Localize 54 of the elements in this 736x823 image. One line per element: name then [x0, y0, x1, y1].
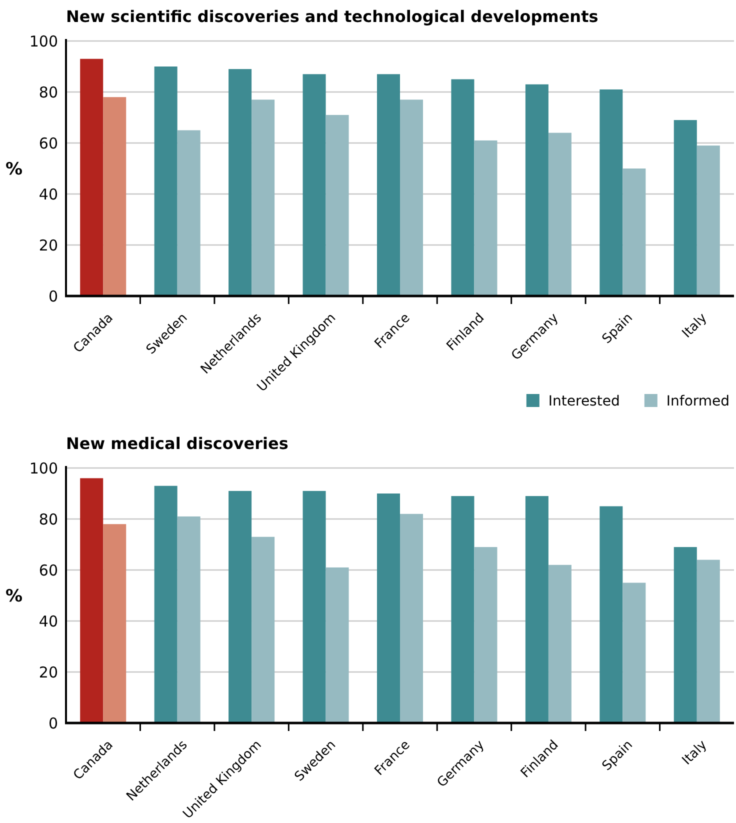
y-tick-label: 60: [38, 134, 58, 152]
y-tick-label: 100: [29, 32, 58, 50]
bar: [548, 132, 572, 296]
bar: [674, 547, 697, 723]
bar: [252, 536, 275, 723]
bar: [525, 496, 548, 723]
y-tick-label: 100: [29, 459, 58, 478]
bar: [622, 168, 646, 296]
y-tick-label: 80: [38, 83, 58, 102]
bar: [451, 496, 474, 723]
bar: [451, 79, 474, 296]
bar: [474, 140, 498, 296]
bar: [177, 130, 200, 296]
bar: [400, 514, 424, 723]
bar: [154, 66, 178, 296]
bar: [696, 146, 720, 296]
bar: [400, 100, 424, 296]
y-axis-title: %: [5, 586, 23, 606]
bar: [80, 478, 104, 723]
bar: [622, 582, 646, 723]
bar: [228, 69, 252, 296]
y-tick-label: 40: [38, 612, 58, 630]
y-tick-label: 20: [38, 236, 58, 254]
bar: [103, 97, 126, 296]
y-tick-label: 60: [38, 561, 58, 580]
bar: [674, 120, 697, 296]
legend-label: Interested: [548, 393, 620, 410]
chart-title: New medical discoveries: [66, 434, 288, 453]
bar: [228, 490, 252, 723]
bar: [252, 100, 275, 296]
bar: [80, 58, 104, 296]
bar: [376, 74, 400, 296]
bar: [326, 567, 349, 723]
bar: [154, 486, 178, 723]
legend-label: Informed: [666, 393, 730, 410]
y-axis-title: %: [5, 159, 23, 180]
chart-title: New scientific discoveries and technological developments: [66, 7, 598, 26]
bar: [696, 560, 720, 723]
bar: [103, 524, 126, 723]
y-tick-label: 40: [38, 185, 58, 204]
bar: [326, 114, 349, 296]
bar: [600, 506, 623, 723]
bar: [302, 490, 326, 723]
y-tick-label: 0: [48, 714, 58, 732]
bar: [177, 516, 200, 723]
bar: [302, 74, 326, 296]
bar: [376, 494, 400, 723]
y-tick-label: 20: [38, 663, 58, 682]
bar: [525, 84, 548, 296]
bar: [474, 547, 498, 723]
bar: [600, 89, 623, 296]
bar: [548, 564, 572, 723]
y-tick-label: 80: [38, 510, 58, 528]
y-tick-label: 0: [48, 287, 58, 306]
